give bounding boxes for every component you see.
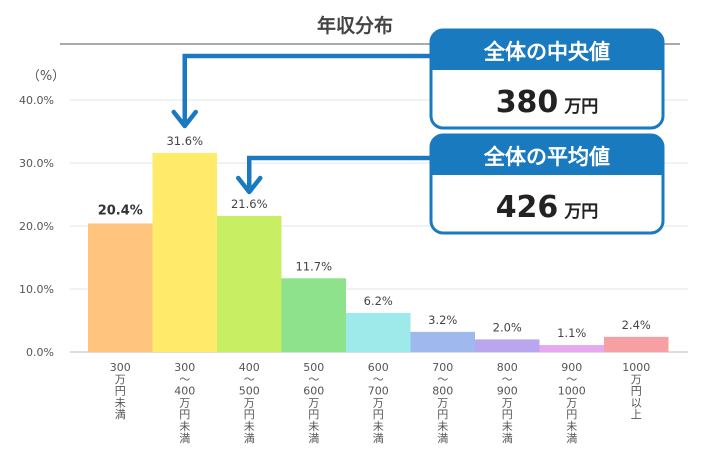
y-tick-label: 10.0% <box>19 283 54 296</box>
bar <box>475 339 540 352</box>
data-labels: 20.4% 31.6% 21.6% 11.7% 6.2% 3.2% 2.0% 1.1% 2.4% <box>98 134 651 340</box>
data-label: 1.1% <box>557 326 586 340</box>
y-axis-unit: （%） <box>27 69 65 84</box>
annotation-arrow-line <box>182 53 438 122</box>
data-label: 20.4% <box>98 203 143 218</box>
annotation-arrow-head <box>236 175 263 195</box>
bar <box>217 215 282 352</box>
annotation-value: 380 万円 <box>496 85 599 120</box>
bar <box>410 331 475 352</box>
annotation-arrow-head <box>171 109 198 129</box>
bar <box>604 336 669 352</box>
annotation-arrows <box>171 53 438 195</box>
annotation-box: 全体の平均値 426 万円 <box>429 133 665 235</box>
y-tick-label: 30.0% <box>19 157 54 170</box>
y-axis-ticks: 0.0% 10.0% 20.0% 30.0% 40.0% <box>19 94 54 359</box>
annotation-heading: 全体の中央値 <box>483 40 610 64</box>
annotation-arrow-line <box>247 155 438 188</box>
x-tick-label: 1000 万円以上 <box>622 361 650 421</box>
y-tick-label: 20.0% <box>19 220 54 233</box>
bar <box>281 278 346 352</box>
bars <box>88 152 669 352</box>
data-label: 21.6% <box>231 197 268 211</box>
data-label: 3.2% <box>428 313 457 327</box>
x-tick-label: 800 〜 900 万円未満 <box>497 361 518 445</box>
annotation-value: 426 万円 <box>496 190 599 225</box>
bar <box>346 312 411 352</box>
x-axis-categories: 300 万円未満 300 〜 400 万円未満 400 〜 500 万円未満 500 〜 600 万円未満… <box>110 361 651 445</box>
x-tick-label: 300 万円未満 <box>110 361 131 421</box>
x-tick-label: 400 〜 500 万円未満 <box>239 361 260 445</box>
y-tick-label: 0.0% <box>26 346 54 359</box>
data-label: 2.4% <box>622 318 651 332</box>
x-tick-label: 900 〜 1000 万円未満 <box>558 361 586 445</box>
data-label: 2.0% <box>493 320 522 334</box>
chart-title: 年収分布 <box>317 14 393 37</box>
x-tick-label: 700 〜 800 万円未満 <box>432 361 453 445</box>
bar <box>539 345 604 352</box>
data-label: 31.6% <box>166 134 203 148</box>
data-label: 6.2% <box>364 294 393 308</box>
x-tick-label: 600 〜 700 万円未満 <box>368 361 389 445</box>
bar <box>88 223 153 352</box>
y-tick-label: 40.0% <box>19 94 54 107</box>
x-tick-label: 300 〜 400 万円未満 <box>174 361 195 445</box>
data-label: 11.7% <box>295 259 332 273</box>
annotation-heading: 全体の平均値 <box>483 145 610 169</box>
annotation-box: 全体の中央値 380 万円 <box>429 28 665 130</box>
bar <box>152 152 217 352</box>
x-tick-label: 500 〜 600 万円未満 <box>303 361 324 445</box>
